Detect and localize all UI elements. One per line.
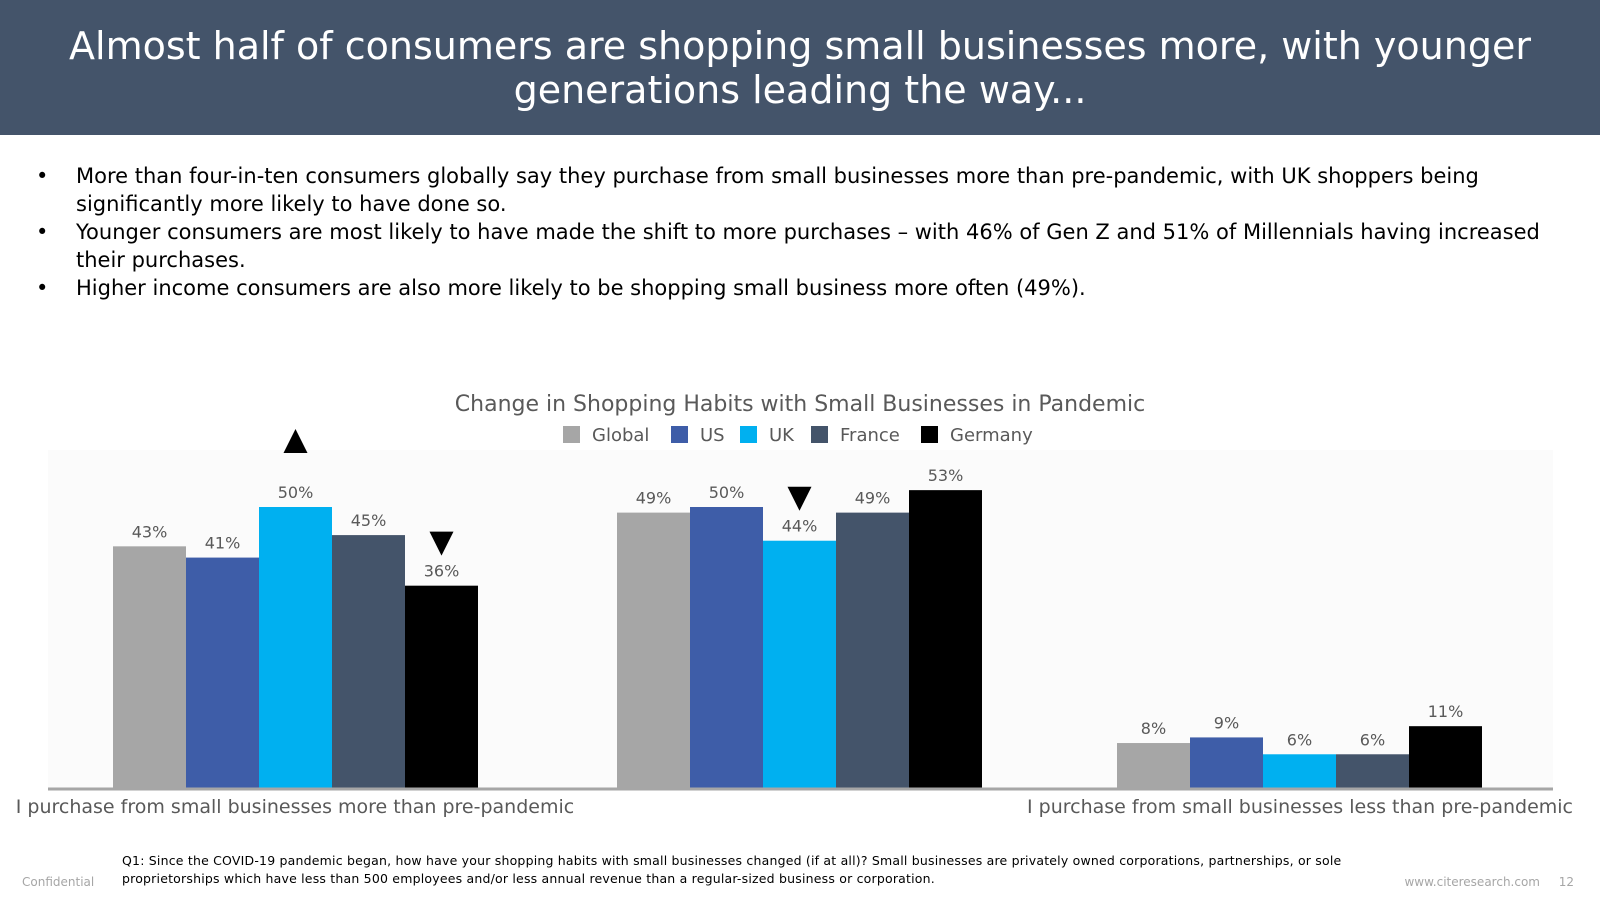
page-number: 12 (1558, 875, 1574, 889)
legend-swatch-germany (921, 426, 938, 443)
bar-germany-0 (405, 585, 478, 788)
bullet-item: • Younger consumers are most likely to ha… (36, 218, 1566, 274)
bar-global-2 (1117, 743, 1190, 788)
data-label-us-1: 50% (709, 483, 745, 502)
bar-france-0 (332, 535, 405, 788)
bar-germany-2 (1409, 726, 1482, 788)
legend-swatch-uk (740, 426, 757, 443)
data-label-uk-1: 44% (782, 517, 818, 536)
data-label-france-1: 49% (855, 489, 891, 508)
bar-chart: Change in Shopping Habits with Small Bus… (16, 392, 1573, 818)
category-label-0: I purchase from small businesses more th… (16, 796, 574, 818)
bar-us-0 (186, 557, 259, 788)
data-label-global-1: 49% (636, 489, 672, 508)
confidential-label: Confidential (22, 875, 95, 889)
legend-swatch-global (563, 426, 580, 443)
chart-title: Change in Shopping Habits with Small Bus… (455, 392, 1145, 417)
bullet-dot-icon: • (36, 164, 49, 188)
bar-uk-1 (763, 540, 836, 788)
bullet-dot-icon: • (36, 276, 49, 300)
data-label-global-2: 8% (1141, 719, 1166, 738)
data-label-france-2: 6% (1360, 730, 1385, 749)
bar-global-0 (113, 546, 186, 788)
bullet-dot-icon: • (36, 220, 49, 244)
data-label-us-0: 41% (205, 534, 241, 553)
legend-swatch-us (671, 426, 688, 443)
bar-uk-0 (259, 507, 332, 788)
bar-france-2 (1336, 754, 1409, 788)
bullet-text: Younger consumers are most likely to hav… (76, 220, 1540, 272)
data-label-germany-1: 53% (928, 466, 964, 485)
legend-swatch-france (811, 426, 828, 443)
legend-label-us: US (700, 425, 725, 446)
summary-bullets: • More than four-in-ten consumers globall… (36, 162, 1566, 302)
data-label-uk-2: 6% (1287, 730, 1312, 749)
legend-label-france: France (840, 425, 900, 446)
category-label-2: I purchase from small businesses less th… (1027, 796, 1573, 818)
bar-us-1 (690, 507, 763, 788)
bullet-text: Higher income consumers are also more li… (76, 276, 1086, 300)
legend-label-global: Global (592, 425, 649, 446)
bar-uk-2 (1263, 754, 1336, 788)
page-title: Almost half of consumers are shopping sm… (69, 23, 1531, 112)
data-label-us-2: 9% (1214, 713, 1239, 732)
website-label: www.citeresearch.com (1404, 875, 1540, 889)
bullet-item: • Higher income consumers are also more l… (36, 274, 1566, 302)
bar-us-2 (1190, 737, 1263, 788)
significance-down-icon (429, 531, 454, 556)
question-footnote: Q1: Since the COVID-19 pandemic began, h… (122, 853, 1342, 886)
title-banner: Almost half of consumers are shopping sm… (0, 0, 1600, 135)
significance-up-icon (283, 429, 308, 453)
bar-france-1 (836, 512, 909, 788)
data-label-germany-2: 11% (1428, 702, 1464, 721)
bar-germany-1 (909, 490, 982, 788)
data-label-uk-0: 50% (278, 483, 314, 502)
legend-label-germany: Germany (950, 425, 1033, 446)
legend-label-uk: UK (769, 425, 795, 446)
bullet-item: • More than four-in-ten consumers globall… (36, 162, 1566, 218)
significance-down-icon (787, 486, 812, 511)
data-label-germany-0: 36% (424, 562, 460, 581)
data-label-global-0: 43% (132, 522, 168, 541)
bullet-text: More than four-in-ten consumers globally… (76, 164, 1479, 216)
data-label-france-0: 45% (351, 511, 387, 530)
bar-global-1 (617, 512, 690, 788)
